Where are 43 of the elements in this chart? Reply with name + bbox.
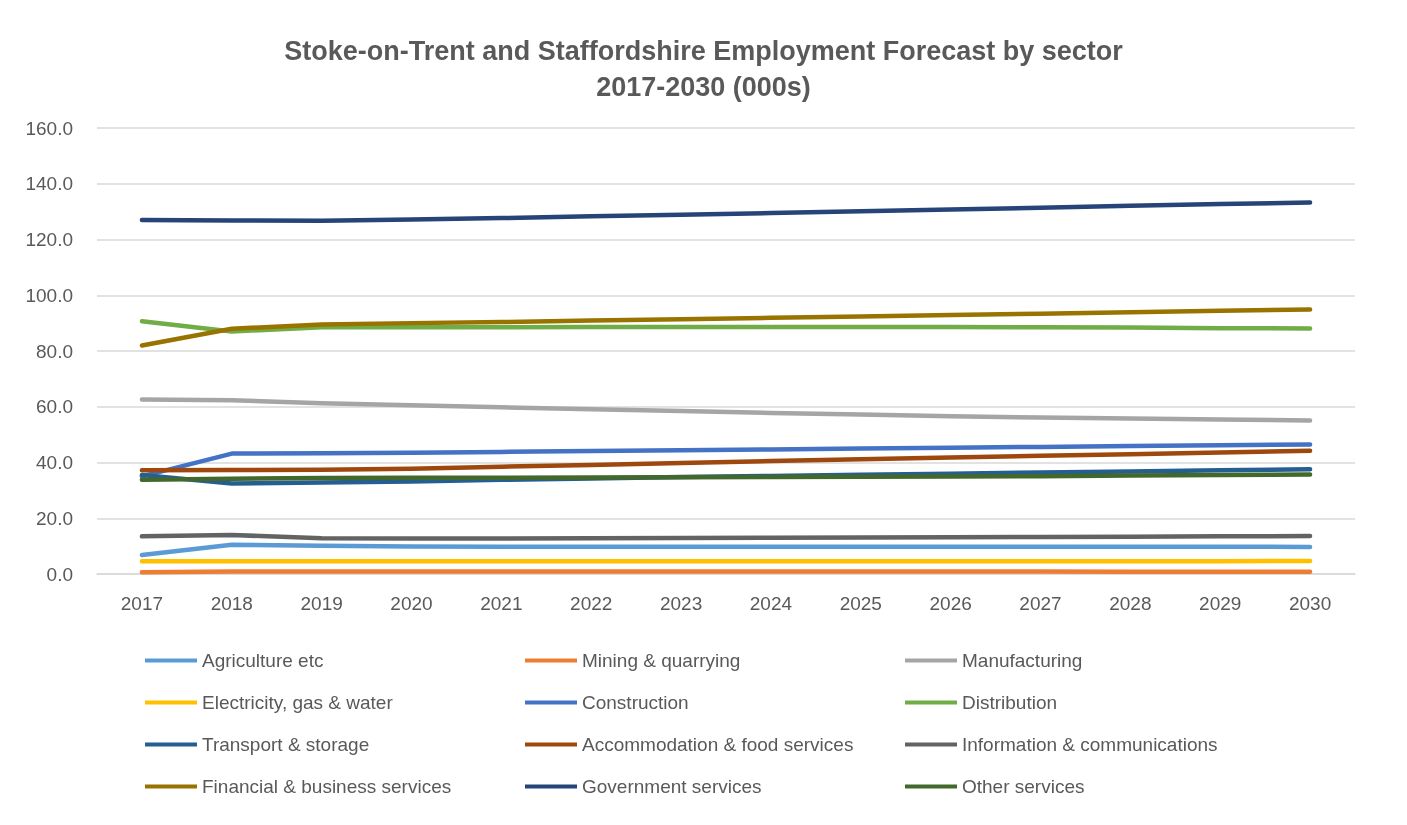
x-tick-label: 2018 xyxy=(210,593,253,614)
x-tick-label: 2021 xyxy=(480,593,523,614)
legend-label: Other services xyxy=(962,776,1085,797)
x-tick-label: 2019 xyxy=(300,593,343,614)
y-tick-label: 20.0 xyxy=(36,507,73,529)
x-tick-label: 2029 xyxy=(1199,593,1242,614)
x-tick-label: 2023 xyxy=(659,593,703,614)
x-tick-label: 2027 xyxy=(1019,593,1062,614)
line-series xyxy=(139,442,1313,479)
y-tick-label: 160.0 xyxy=(25,117,73,139)
legend-label: Government services xyxy=(582,776,762,797)
legend-label: Financial & business services xyxy=(202,776,452,797)
legend-label: Construction xyxy=(582,692,689,713)
line-series xyxy=(139,318,1313,334)
line-series xyxy=(139,200,1313,224)
legend-label: Agriculture etc xyxy=(202,650,324,671)
line-series xyxy=(139,448,1313,473)
legend-label: Electricity, gas & water xyxy=(202,692,394,713)
x-tick-label: 2025 xyxy=(839,593,882,614)
legend-label: Transport & storage xyxy=(202,734,370,755)
legend-label: Manufacturing xyxy=(962,650,1083,671)
x-tick-label: 2028 xyxy=(1109,593,1152,614)
legend-label: Mining & quarrying xyxy=(582,650,741,671)
chart-title: Stoke-on-Trent and Staffordshire Employment Forecast by sector 2017-2030 (000s) xyxy=(284,36,1124,102)
y-tick-label: 140.0 xyxy=(25,173,73,195)
y-tick-label: 0.0 xyxy=(46,563,73,585)
legend-label: Distribution xyxy=(962,692,1058,713)
y-tick-label: 80.0 xyxy=(36,340,73,362)
y-tick-label: 60.0 xyxy=(36,396,73,418)
y-tick-label: 100.0 xyxy=(25,284,73,306)
legend-label: Accommodation & food services xyxy=(582,734,854,755)
x-tick-label: 2030 xyxy=(1288,593,1332,614)
y-tick-label: 120.0 xyxy=(25,229,73,250)
x-tick-label: 2024 xyxy=(749,593,793,614)
x-tick-label: 2017 xyxy=(120,593,164,614)
line-series xyxy=(139,397,1313,423)
x-tick-label: 2020 xyxy=(390,593,433,614)
y-tick-label: 40.0 xyxy=(36,452,73,473)
legend-label: Information & communications xyxy=(962,734,1218,755)
line-series xyxy=(139,542,1313,558)
x-tick-label: 2026 xyxy=(929,593,972,614)
x-tick-label: 2022 xyxy=(570,593,613,614)
line-series xyxy=(139,307,1313,348)
